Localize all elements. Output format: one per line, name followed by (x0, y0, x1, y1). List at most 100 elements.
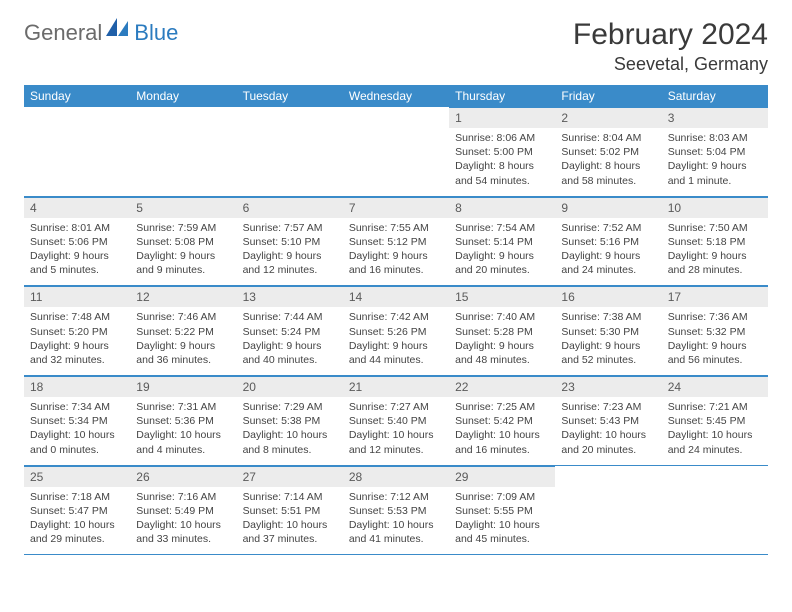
sunset-text: Sunset: 5:51 PM (243, 504, 337, 518)
brand-text-2: Blue (134, 20, 178, 46)
sunset-text: Sunset: 5:47 PM (30, 504, 124, 518)
daylight-text: Daylight: 9 hours and 20 minutes. (455, 249, 549, 277)
calendar-day-cell: 29 Sunrise: 7:09 AMSunset: 5:55 PMDayligh… (449, 465, 555, 555)
day-number: 16 (555, 286, 661, 307)
day-details: Sunrise: 7:55 AMSunset: 5:12 PMDaylight:… (343, 218, 449, 286)
sunset-text: Sunset: 5:28 PM (455, 325, 549, 339)
calendar-day-cell: 27Sunrise: 7:14 AMSunset: 5:51 PMDayligh… (237, 465, 343, 555)
day-details: Sunrise: 7:31 AMSunset: 5:36 PMDaylight:… (130, 397, 236, 465)
daylight-text: Daylight: 9 hours and 5 minutes. (30, 249, 124, 277)
sunrise-text: Sunrise: 7:09 AM (455, 490, 549, 504)
day-details: Sunrise: 7:34 AMSunset: 5:34 PMDaylight:… (24, 397, 130, 465)
sunset-text: Sunset: 5:42 PM (455, 414, 549, 428)
day-number: 29 (449, 466, 555, 487)
calendar-day-cell: 12Sunrise: 7:46 AMSunset: 5:22 PMDayligh… (130, 286, 236, 376)
calendar-day-cell: 15Sunrise: 7:40 AMSunset: 5:28 PMDayligh… (449, 286, 555, 376)
calendar-week-row: 4Sunrise: 8:01 AMSunset: 5:06 PMDaylight… (24, 196, 768, 286)
sunrise-text: Sunrise: 7:55 AM (349, 221, 443, 235)
sunrise-text: Sunrise: 7:50 AM (668, 221, 762, 235)
sunrise-text: Sunrise: 8:03 AM (668, 131, 762, 145)
sunrise-text: Sunrise: 7:25 AM (455, 400, 549, 414)
day-number: 15 (449, 286, 555, 307)
calendar-day-cell: 10Sunrise: 7:50 AMSunset: 5:18 PMDayligh… (662, 196, 768, 286)
sunset-text: Sunset: 5:08 PM (136, 235, 230, 249)
daylight-text: Daylight: 9 hours and 28 minutes. (668, 249, 762, 277)
sunrise-text: Sunrise: 7:40 AM (455, 310, 549, 324)
calendar-day-cell: 14Sunrise: 7:42 AMSunset: 5:26 PMDayligh… (343, 286, 449, 376)
daylight-text: Daylight: 10 hours and 45 minutes. (455, 518, 549, 546)
calendar-day-cell: 9Sunrise: 7:52 AMSunset: 5:16 PMDaylight… (555, 196, 661, 286)
day-number: 19 (130, 376, 236, 397)
sunrise-text: Sunrise: 7:29 AM (243, 400, 337, 414)
sunrise-text: Sunrise: 7:21 AM (668, 400, 762, 414)
day-number: 4 (24, 197, 130, 218)
sunrise-text: Sunrise: 7:54 AM (455, 221, 549, 235)
calendar-day-cell: 20Sunrise: 7:29 AMSunset: 5:38 PMDayligh… (237, 376, 343, 466)
daylight-text: Daylight: 10 hours and 37 minutes. (243, 518, 337, 546)
calendar-day-cell: 17Sunrise: 7:36 AMSunset: 5:32 PMDayligh… (662, 286, 768, 376)
sunrise-text: Sunrise: 7:31 AM (136, 400, 230, 414)
calendar-day-cell: 4Sunrise: 8:01 AMSunset: 5:06 PMDaylight… (24, 196, 130, 286)
day-number: 18 (24, 376, 130, 397)
header: General Blue February 2024 Seevetal, Ger… (24, 18, 768, 75)
day-details: Sunrise: 7:54 AMSunset: 5:14 PMDaylight:… (449, 218, 555, 286)
calendar-day-cell: . (130, 107, 236, 196)
daylight-text: Daylight: 9 hours and 9 minutes. (136, 249, 230, 277)
day-number: 28 (343, 466, 449, 487)
day-number: 12 (130, 286, 236, 307)
sunset-text: Sunset: 5:36 PM (136, 414, 230, 428)
sunrise-text: Sunrise: 8:04 AM (561, 131, 655, 145)
sunset-text: Sunset: 5:12 PM (349, 235, 443, 249)
day-details: Sunrise: 7:16 AMSunset: 5:49 PMDaylight:… (130, 487, 236, 555)
daylight-text: Daylight: 10 hours and 4 minutes. (136, 428, 230, 456)
daylight-text: Daylight: 9 hours and 24 minutes. (561, 249, 655, 277)
calendar-day-cell: . (343, 107, 449, 196)
day-details: Sunrise: 7:46 AMSunset: 5:22 PMDaylight:… (130, 307, 236, 375)
day-details: Sunrise: 7:36 AMSunset: 5:32 PMDaylight:… (662, 307, 768, 375)
day-details: Sunrise: 7:57 AMSunset: 5:10 PMDaylight:… (237, 218, 343, 286)
day-details: Sunrise: 7:52 AMSunset: 5:16 PMDaylight:… (555, 218, 661, 286)
day-details: Sunrise: 7:48 AMSunset: 5:20 PMDaylight:… (24, 307, 130, 375)
calendar-day-cell: 6Sunrise: 7:57 AMSunset: 5:10 PMDaylight… (237, 196, 343, 286)
calendar-day-cell: . (24, 107, 130, 196)
sunrise-text: Sunrise: 8:01 AM (30, 221, 124, 235)
sunrise-text: Sunrise: 7:46 AM (136, 310, 230, 324)
day-number: 9 (555, 197, 661, 218)
daylight-text: Daylight: 10 hours and 29 minutes. (30, 518, 124, 546)
sunset-text: Sunset: 5:06 PM (30, 235, 124, 249)
sunrise-text: Sunrise: 7:42 AM (349, 310, 443, 324)
day-details: Sunrise: 7:27 AMSunset: 5:40 PMDaylight:… (343, 397, 449, 465)
calendar-day-cell: 2Sunrise: 8:04 AMSunset: 5:02 PMDaylight… (555, 107, 661, 196)
sunset-text: Sunset: 5:45 PM (668, 414, 762, 428)
daylight-text: Daylight: 10 hours and 41 minutes. (349, 518, 443, 546)
calendar-day-cell: 21Sunrise: 7:27 AMSunset: 5:40 PMDayligh… (343, 376, 449, 466)
daylight-text: Daylight: 9 hours and 40 minutes. (243, 339, 337, 367)
daylight-text: Daylight: 9 hours and 1 minute. (668, 159, 762, 187)
day-number: 7 (343, 197, 449, 218)
daylight-text: Daylight: 9 hours and 16 minutes. (349, 249, 443, 277)
calendar-week-row: 25Sunrise: 7:18 AMSunset: 5:47 PMDayligh… (24, 465, 768, 555)
weekday-header: Tuesday (237, 85, 343, 107)
day-details: Sunrise: 7:42 AMSunset: 5:26 PMDaylight:… (343, 307, 449, 375)
day-number: 1 (449, 107, 555, 128)
calendar-day-cell: 19Sunrise: 7:31 AMSunset: 5:36 PMDayligh… (130, 376, 236, 466)
brand-sail-icon (106, 18, 128, 41)
sunset-text: Sunset: 5:16 PM (561, 235, 655, 249)
weekday-header: Thursday (449, 85, 555, 107)
page-title: February 2024 (573, 18, 768, 52)
sunrise-text: Sunrise: 7:34 AM (30, 400, 124, 414)
day-number: 23 (555, 376, 661, 397)
calendar-day-cell: 1Sunrise: 8:06 AMSunset: 5:00 PMDaylight… (449, 107, 555, 196)
day-details: Sunrise: 7:40 AMSunset: 5:28 PMDaylight:… (449, 307, 555, 375)
day-details: Sunrise: 8:01 AMSunset: 5:06 PMDaylight:… (24, 218, 130, 286)
title-block: February 2024 Seevetal, Germany (573, 18, 768, 75)
weekday-header: Wednesday (343, 85, 449, 107)
sunset-text: Sunset: 5:02 PM (561, 145, 655, 159)
sunset-text: Sunset: 5:55 PM (455, 504, 549, 518)
calendar-day-cell: 25Sunrise: 7:18 AMSunset: 5:47 PMDayligh… (24, 465, 130, 555)
day-number: 13 (237, 286, 343, 307)
daylight-text: Daylight: 10 hours and 12 minutes. (349, 428, 443, 456)
sunrise-text: Sunrise: 7:18 AM (30, 490, 124, 504)
day-number: 3 (662, 107, 768, 128)
sunset-text: Sunset: 5:30 PM (561, 325, 655, 339)
